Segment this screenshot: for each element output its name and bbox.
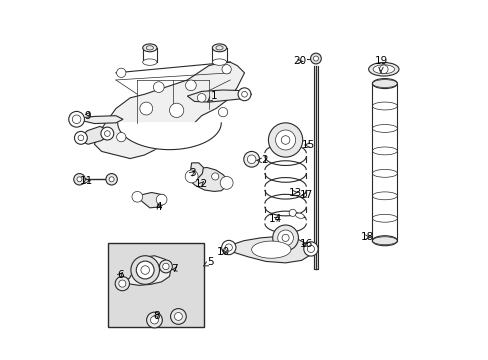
Polygon shape xyxy=(189,167,228,192)
Circle shape xyxy=(197,94,205,102)
Polygon shape xyxy=(227,237,312,263)
Text: 14: 14 xyxy=(269,214,282,224)
Ellipse shape xyxy=(251,241,290,258)
Text: 11: 11 xyxy=(80,176,93,186)
Circle shape xyxy=(211,173,218,180)
Ellipse shape xyxy=(368,63,398,76)
Circle shape xyxy=(140,102,152,115)
Circle shape xyxy=(69,111,84,127)
Text: 17: 17 xyxy=(299,190,312,200)
Circle shape xyxy=(218,108,227,117)
Circle shape xyxy=(174,312,182,320)
Ellipse shape xyxy=(372,236,397,246)
Circle shape xyxy=(281,136,289,144)
Text: 15: 15 xyxy=(302,140,315,150)
Circle shape xyxy=(156,194,166,205)
Ellipse shape xyxy=(142,59,157,65)
Text: 2: 2 xyxy=(257,156,267,165)
Circle shape xyxy=(169,103,183,117)
Polygon shape xyxy=(80,126,108,144)
Circle shape xyxy=(131,256,159,284)
Circle shape xyxy=(272,225,298,251)
Text: 5: 5 xyxy=(203,257,213,267)
Polygon shape xyxy=(73,116,123,123)
Circle shape xyxy=(78,135,83,141)
Ellipse shape xyxy=(295,213,304,219)
Circle shape xyxy=(185,170,198,183)
Circle shape xyxy=(307,246,314,252)
Polygon shape xyxy=(190,163,203,178)
Circle shape xyxy=(109,177,114,182)
Circle shape xyxy=(119,280,125,287)
Circle shape xyxy=(241,91,247,97)
Text: 12: 12 xyxy=(195,179,208,189)
Circle shape xyxy=(268,123,302,157)
Text: 18: 18 xyxy=(360,232,374,242)
Circle shape xyxy=(225,244,232,251)
Polygon shape xyxy=(120,256,171,285)
Text: 13: 13 xyxy=(288,188,301,198)
Circle shape xyxy=(277,230,293,246)
Circle shape xyxy=(150,316,158,324)
Circle shape xyxy=(238,88,250,101)
Ellipse shape xyxy=(212,59,226,65)
Ellipse shape xyxy=(142,44,157,52)
Text: 9: 9 xyxy=(84,111,90,121)
Circle shape xyxy=(132,192,142,202)
Bar xyxy=(108,243,204,327)
Polygon shape xyxy=(313,66,317,269)
Circle shape xyxy=(74,174,85,185)
Circle shape xyxy=(220,176,233,189)
Circle shape xyxy=(185,80,196,91)
Text: 16: 16 xyxy=(299,239,312,249)
Ellipse shape xyxy=(372,78,397,89)
Circle shape xyxy=(313,56,318,61)
Circle shape xyxy=(77,177,82,182)
Polygon shape xyxy=(94,62,244,158)
Circle shape xyxy=(379,65,387,73)
Text: 20: 20 xyxy=(293,57,306,66)
Circle shape xyxy=(74,131,87,144)
Circle shape xyxy=(163,263,169,270)
Text: 10: 10 xyxy=(216,247,229,257)
Ellipse shape xyxy=(372,65,394,74)
Text: 7: 7 xyxy=(171,264,178,274)
Circle shape xyxy=(159,260,172,273)
Circle shape xyxy=(303,242,317,256)
Circle shape xyxy=(116,68,125,77)
Circle shape xyxy=(282,234,288,242)
Text: 8: 8 xyxy=(153,311,160,321)
Circle shape xyxy=(106,174,117,185)
Circle shape xyxy=(275,130,295,150)
Polygon shape xyxy=(135,193,165,208)
Circle shape xyxy=(288,209,296,216)
Circle shape xyxy=(141,266,149,274)
Circle shape xyxy=(146,312,162,328)
Text: 19: 19 xyxy=(374,57,387,72)
Circle shape xyxy=(104,131,110,136)
Polygon shape xyxy=(118,123,221,150)
Text: 4: 4 xyxy=(155,202,162,212)
Circle shape xyxy=(221,240,235,255)
Text: 6: 6 xyxy=(117,270,123,280)
Circle shape xyxy=(170,309,186,324)
Text: 3: 3 xyxy=(189,168,196,178)
Circle shape xyxy=(153,82,164,93)
Circle shape xyxy=(247,155,255,163)
Circle shape xyxy=(116,132,125,142)
Circle shape xyxy=(244,152,259,167)
Circle shape xyxy=(136,261,154,279)
Circle shape xyxy=(115,276,129,291)
Circle shape xyxy=(222,64,231,74)
Circle shape xyxy=(72,115,81,123)
Polygon shape xyxy=(187,90,251,102)
Text: 1: 1 xyxy=(207,91,217,102)
Ellipse shape xyxy=(212,44,226,52)
Circle shape xyxy=(310,53,321,64)
Circle shape xyxy=(101,127,114,140)
